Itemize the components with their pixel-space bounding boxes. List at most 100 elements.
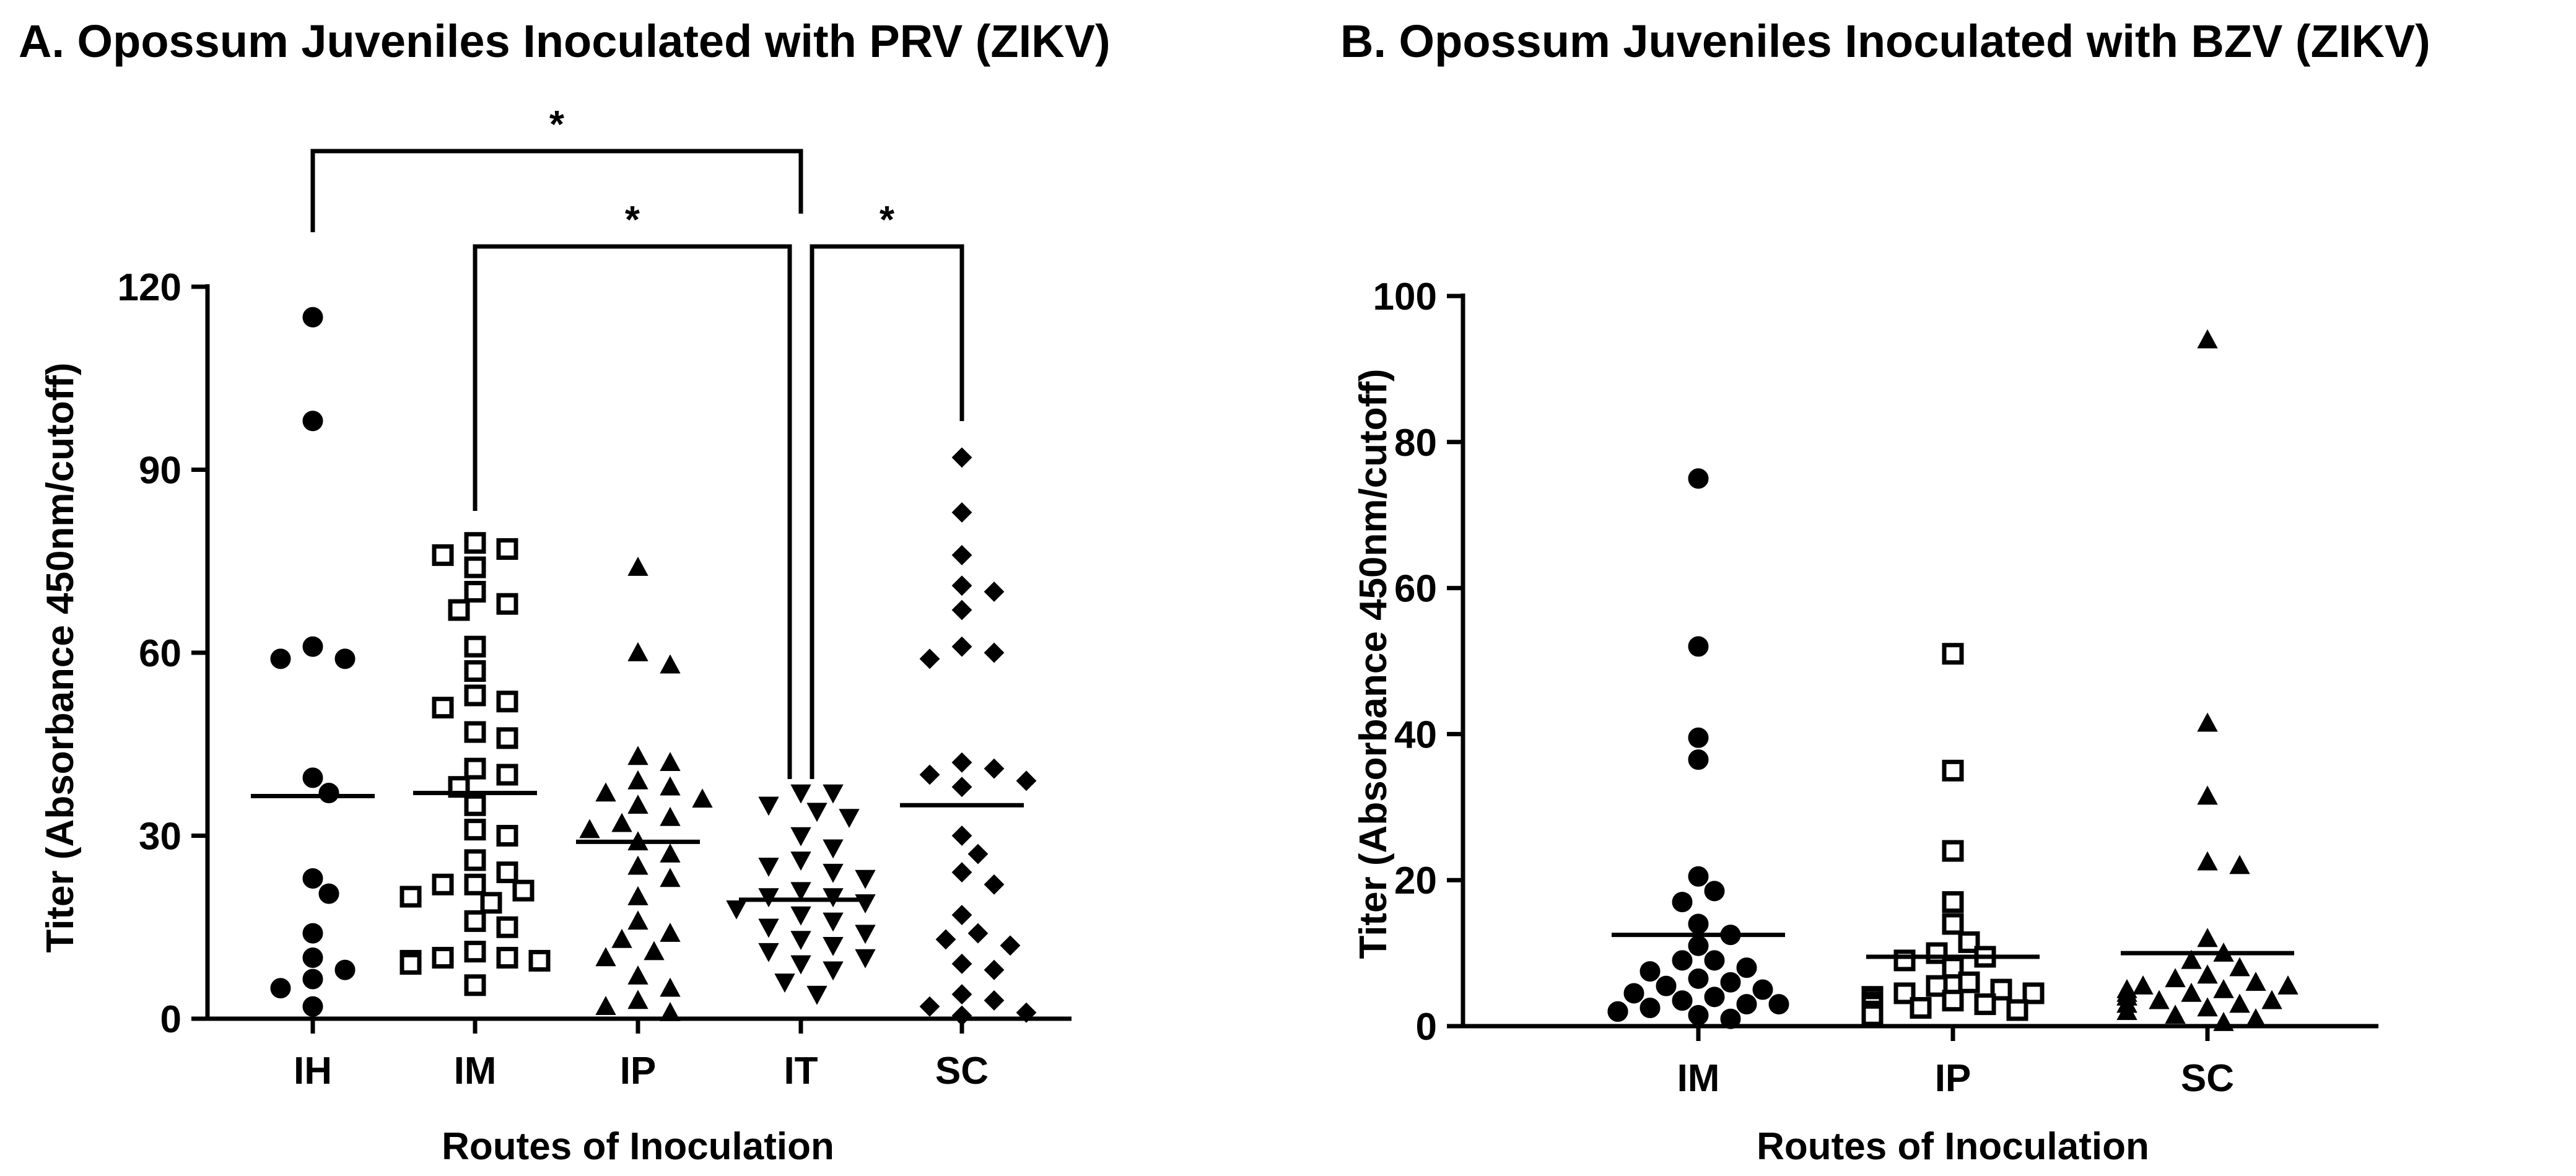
data-point — [1752, 979, 1773, 1000]
data-point — [967, 843, 989, 865]
data-point — [464, 556, 486, 578]
data-point — [726, 900, 747, 920]
data-point — [790, 827, 811, 847]
data-point — [2197, 928, 2218, 947]
data-point — [1942, 990, 1964, 1012]
data-point — [579, 819, 600, 838]
data-point — [302, 868, 323, 889]
data-point — [660, 1002, 681, 1021]
data-point — [302, 996, 323, 1017]
significance-bracket — [310, 149, 803, 232]
data-point — [660, 752, 681, 772]
data-point — [595, 996, 616, 1016]
data-point — [1688, 1004, 1709, 1026]
data-point — [432, 697, 454, 719]
data-point — [1623, 983, 1644, 1004]
data-point — [1639, 961, 1661, 982]
data-point — [951, 905, 972, 925]
data-point — [644, 941, 665, 960]
panel-b-means — [1612, 933, 2294, 959]
data-point — [919, 764, 940, 785]
data-point — [1688, 749, 1709, 770]
data-point — [2245, 972, 2266, 991]
y-tick-label: 0 — [160, 998, 181, 1041]
data-point — [1893, 949, 1916, 972]
data-point — [951, 636, 972, 657]
data-point — [1672, 950, 1693, 971]
data-point — [823, 912, 844, 932]
data-point — [318, 783, 339, 804]
data-point — [758, 888, 779, 908]
data-point — [1910, 997, 1932, 1019]
data-point — [464, 757, 486, 780]
data-point — [2261, 990, 2282, 1009]
x-tick-label: IM — [1677, 1057, 1720, 1100]
significance-star: * — [880, 199, 895, 242]
data-point — [2116, 1001, 2137, 1021]
data-point — [758, 796, 779, 816]
data-point — [627, 965, 648, 985]
panel-a-title: A. Opossum Juveniles Inoculated with PRV… — [19, 15, 1111, 67]
data-point — [1942, 643, 1964, 665]
panel-b-chart: B. Opossum Juveniles Inoculated with BZV… — [1340, 15, 2430, 1168]
significance-bracket — [810, 244, 964, 779]
data-point — [935, 929, 956, 950]
x-tick-label: IP — [620, 1050, 657, 1092]
data-point — [2181, 982, 2202, 1002]
data-point — [1704, 881, 1725, 902]
data-point — [1688, 913, 1709, 934]
data-point — [611, 928, 632, 948]
data-point — [464, 794, 486, 816]
data-point — [464, 849, 486, 871]
data-point — [951, 599, 972, 621]
data-point — [627, 886, 648, 905]
panel-a-y-axis-title: Titer (Absorbance 450nm/cutoff) — [39, 362, 82, 952]
data-point — [464, 581, 486, 603]
panel-b-y-axis-title: Titer (Absorbance 450nm/cutoff) — [1352, 368, 1395, 959]
data-point — [2197, 785, 2218, 805]
y-tick-label: 40 — [1394, 713, 1437, 756]
data-point — [660, 922, 681, 942]
data-point — [464, 721, 486, 743]
data-point — [1720, 972, 1741, 993]
data-point — [1639, 998, 1661, 1019]
data-point — [951, 825, 972, 846]
data-point — [823, 937, 844, 956]
data-point — [1861, 1004, 1884, 1026]
data-point — [627, 556, 648, 576]
data-point — [318, 883, 339, 904]
data-point — [1942, 913, 1964, 935]
data-point — [627, 795, 648, 814]
panel-a-x-axis-title: Routes of Inoculation — [442, 1125, 834, 1168]
data-point — [627, 910, 648, 930]
data-point — [496, 690, 518, 713]
panel-a-significance: * * * — [310, 103, 964, 779]
data-point — [951, 953, 972, 974]
panel-b-y-ticks: 0 20 40 60 80 100 — [1373, 276, 1463, 1048]
data-point — [951, 752, 972, 773]
data-point — [1688, 636, 1709, 657]
data-point — [464, 873, 486, 895]
y-tick-label: 120 — [118, 266, 181, 309]
data-point — [2277, 975, 2299, 995]
data-point — [464, 910, 486, 932]
data-point — [774, 973, 795, 993]
data-point — [302, 767, 323, 788]
data-point — [2197, 997, 2218, 1017]
data-point — [270, 648, 291, 669]
data-point — [496, 764, 518, 786]
data-point — [2133, 975, 2154, 995]
data-point — [464, 974, 486, 996]
data-point — [2165, 968, 2186, 988]
data-point — [855, 894, 876, 913]
x-tick-label: SC — [2181, 1057, 2234, 1100]
data-point — [2022, 982, 2045, 1004]
data-point — [758, 918, 779, 938]
data-point — [1974, 993, 1996, 1016]
data-point — [919, 648, 940, 669]
data-point — [464, 819, 486, 841]
y-tick-label: 60 — [139, 632, 181, 675]
data-point — [839, 809, 860, 829]
data-point — [823, 784, 844, 804]
